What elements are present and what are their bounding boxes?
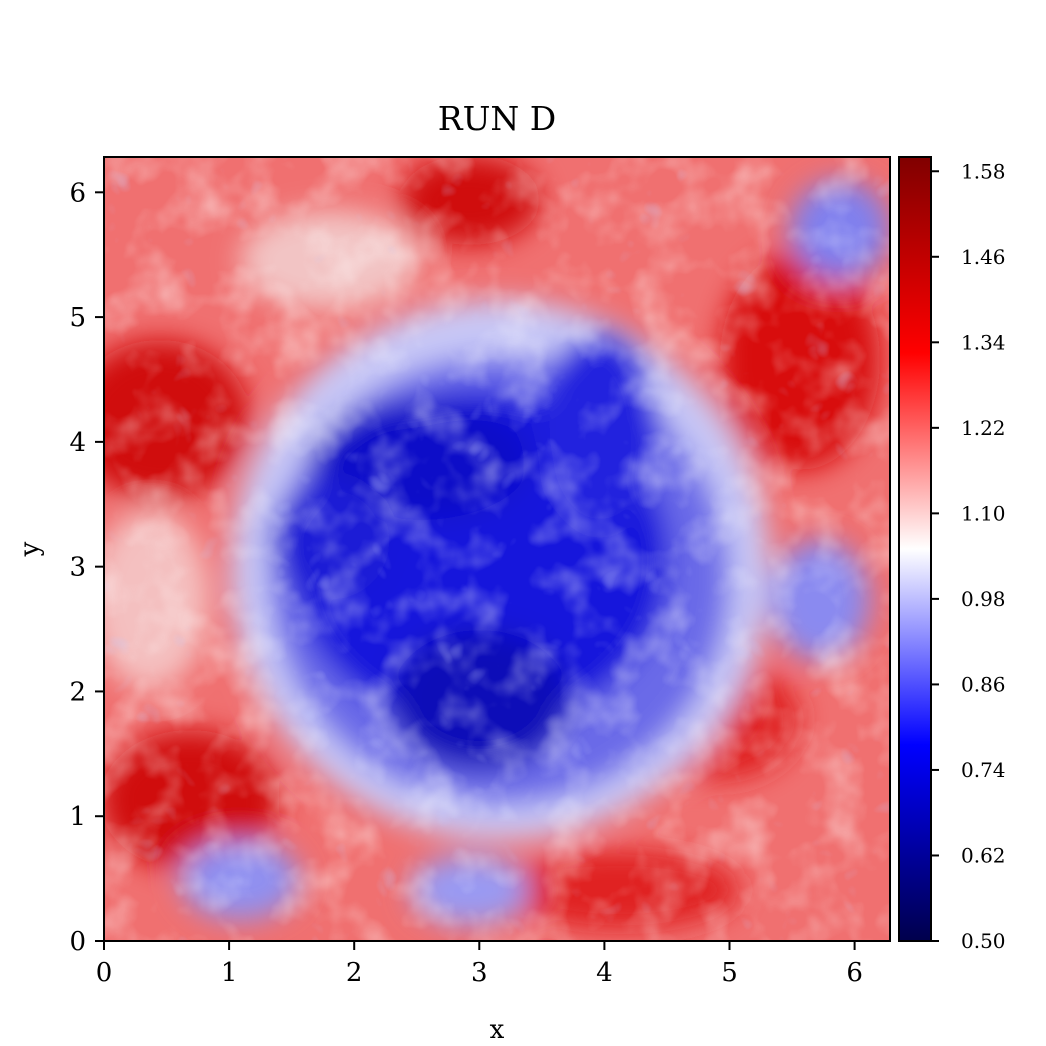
y-tick-label: 3 xyxy=(69,553,86,583)
x-tick-label: 1 xyxy=(221,958,238,988)
x-axis: 0 1 2 3 4 5 6 xyxy=(96,941,863,988)
y-tick-label: 2 xyxy=(69,677,86,707)
colorbar-tick-label: 1.34 xyxy=(961,330,1006,354)
chart-title: RUN D xyxy=(438,99,556,138)
y-axis-label: y xyxy=(15,541,45,557)
colorbar-tick-label: 0.50 xyxy=(961,929,1006,953)
x-tick-label: 3 xyxy=(471,958,488,988)
colorbar-tick-label: 1.22 xyxy=(961,416,1006,440)
colorbar-axis: 0.50 0.62 0.74 0.86 0.98 1.10 1.22 1.34 1.46 1.58 xyxy=(931,159,1006,953)
heatmap-filaments xyxy=(104,157,890,941)
colorbar-tick-label: 1.46 xyxy=(961,245,1006,269)
colorbar-tick-label: 0.86 xyxy=(961,672,1006,696)
colorbar xyxy=(898,156,932,942)
y-tick-label: 1 xyxy=(69,802,86,832)
y-tick-label: 0 xyxy=(69,927,86,957)
y-tick-label: 5 xyxy=(69,303,86,333)
colorbar-tick-label: 1.58 xyxy=(961,159,1006,183)
plot-frame xyxy=(103,156,891,942)
x-axis-label: x xyxy=(490,1015,505,1045)
x-tick-label: 5 xyxy=(721,958,738,988)
heatmap-field xyxy=(104,157,890,941)
y-axis: 0 1 2 3 4 5 6 xyxy=(69,178,104,957)
x-tick-label: 0 xyxy=(96,958,113,988)
colorbar-tick-label: 1.10 xyxy=(961,501,1006,525)
y-tick-label: 4 xyxy=(69,428,86,458)
x-tick-label: 4 xyxy=(596,958,613,988)
colorbar-tick-label: 0.62 xyxy=(961,843,1006,867)
x-tick-label: 2 xyxy=(346,958,363,988)
x-tick-label: 6 xyxy=(846,958,863,988)
colorbar-tick-label: 0.74 xyxy=(961,758,1006,782)
y-tick-label: 6 xyxy=(69,178,86,208)
colorbar-tick-label: 0.98 xyxy=(961,587,1006,611)
